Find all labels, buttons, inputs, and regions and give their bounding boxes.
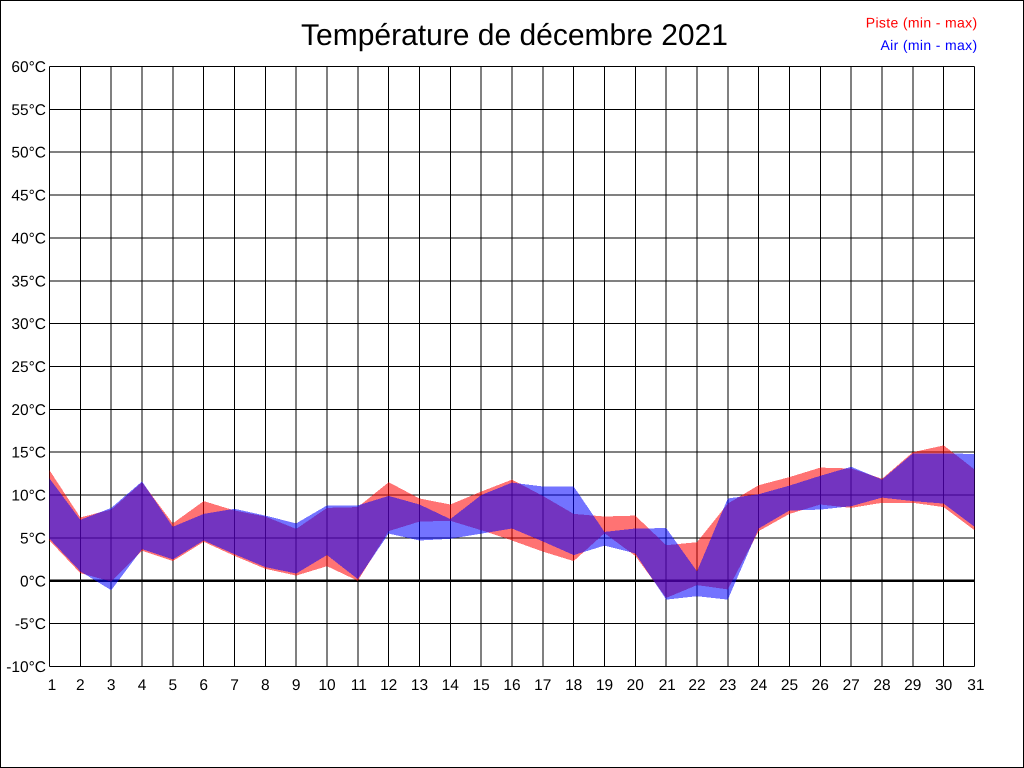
svg-text:50°C: 50°C (11, 145, 46, 162)
svg-text:1: 1 (48, 677, 57, 694)
svg-text:26: 26 (812, 677, 829, 694)
svg-text:35°C: 35°C (11, 273, 46, 290)
svg-text:3: 3 (107, 677, 116, 694)
svg-text:-10°C: -10°C (6, 659, 46, 676)
svg-text:13: 13 (411, 677, 428, 694)
svg-text:15°C: 15°C (11, 445, 46, 462)
svg-text:11: 11 (351, 677, 367, 694)
svg-text:28: 28 (873, 677, 890, 694)
svg-text:7: 7 (230, 677, 239, 694)
svg-text:2: 2 (76, 677, 85, 694)
svg-text:10: 10 (318, 677, 336, 694)
svg-text:12: 12 (380, 677, 397, 694)
svg-text:55°C: 55°C (11, 102, 46, 119)
svg-text:16: 16 (503, 677, 520, 694)
svg-text:22: 22 (688, 677, 705, 694)
svg-text:25: 25 (781, 677, 798, 694)
svg-text:27: 27 (843, 677, 860, 694)
svg-text:30: 30 (935, 677, 953, 694)
svg-text:Piste (min - max): Piste (min - max) (866, 15, 978, 31)
svg-text:24: 24 (750, 677, 768, 694)
svg-text:14: 14 (442, 677, 460, 694)
svg-text:Température de décembre 2021: Température de décembre 2021 (301, 19, 728, 52)
svg-text:Air (min - max): Air (min - max) (880, 37, 977, 53)
svg-text:20°C: 20°C (11, 402, 46, 419)
svg-text:31: 31 (967, 677, 984, 694)
svg-text:8: 8 (261, 677, 270, 694)
svg-text:15: 15 (473, 677, 490, 694)
svg-text:6: 6 (199, 677, 208, 694)
svg-text:0°C: 0°C (20, 573, 46, 590)
svg-text:30°C: 30°C (11, 316, 46, 333)
svg-text:60°C: 60°C (11, 59, 46, 76)
svg-text:4: 4 (138, 677, 147, 694)
svg-text:20: 20 (627, 677, 645, 694)
svg-text:-5°C: -5°C (15, 616, 46, 633)
svg-text:18: 18 (565, 677, 582, 694)
svg-text:29: 29 (904, 677, 921, 694)
svg-text:40°C: 40°C (11, 230, 46, 247)
svg-text:9: 9 (292, 677, 301, 694)
svg-text:21: 21 (659, 677, 676, 694)
svg-text:5: 5 (168, 677, 177, 694)
svg-text:5°C: 5°C (20, 530, 46, 547)
svg-text:25°C: 25°C (11, 359, 46, 376)
svg-text:23: 23 (719, 677, 736, 694)
svg-text:19: 19 (596, 677, 613, 694)
svg-text:10°C: 10°C (11, 488, 46, 505)
svg-text:17: 17 (534, 677, 551, 694)
svg-text:45°C: 45°C (11, 188, 46, 205)
